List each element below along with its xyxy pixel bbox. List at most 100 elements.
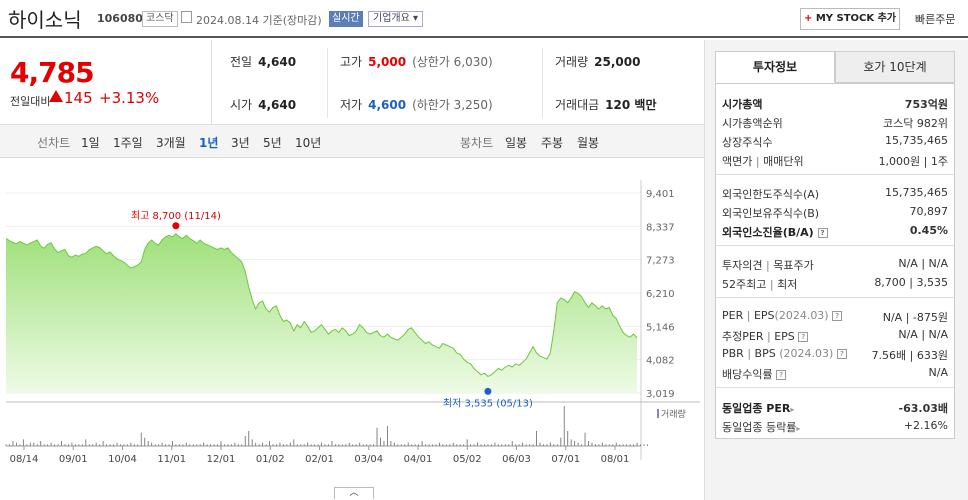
row-pbr-bps: PBR | BPS (2024.03) ? 7.56배 | 633원 <box>722 347 948 362</box>
realtime-badge[interactable]: 실시간 <box>329 11 363 27</box>
volume-bar <box>473 444 475 446</box>
volume-bar <box>168 444 170 446</box>
tab-1d[interactable]: 1일 <box>81 136 100 150</box>
x-tick-label: 08/01 <box>601 454 630 465</box>
volume-bar <box>529 444 531 446</box>
tab-weekly[interactable]: 주봉 <box>541 136 564 150</box>
volume-bar <box>265 444 267 446</box>
tab-daily[interactable]: 일봉 <box>505 136 528 150</box>
row-opinion: 투자의견 | 목표주가 N/A | N/A <box>722 257 948 272</box>
volume-bar <box>480 444 482 446</box>
tab-invest-info[interactable]: 투자정보 <box>715 51 835 83</box>
add-my-stock-button[interactable]: + MY STOCK 추가 <box>800 8 900 30</box>
volume-bar <box>355 444 357 446</box>
stock-name: 하이소닉 <box>8 8 82 32</box>
volume-bar <box>515 444 517 446</box>
volume-bar <box>459 444 461 446</box>
volume-bar <box>432 444 433 446</box>
help-icon[interactable]: ? <box>798 332 809 342</box>
y-tick-label: 6,210 <box>646 289 675 300</box>
help-icon[interactable]: ? <box>817 228 828 238</box>
price-chart[interactable]: 9,401 8,337 7,273 6,210 5,146 4,082 3,019 최고 8,… <box>0 180 704 500</box>
x-tick-label: 08/14 <box>10 454 39 465</box>
divider <box>542 48 543 118</box>
high-point-marker <box>172 222 180 230</box>
current-price: 4,785 <box>10 56 95 89</box>
volume-bar <box>494 442 496 446</box>
volume-bar <box>504 444 506 446</box>
volume-bar <box>296 444 298 446</box>
tab-orderbook[interactable]: 호가 10단계 <box>835 51 955 83</box>
help-icon[interactable]: ? <box>832 311 843 321</box>
volume-bar <box>92 444 94 446</box>
quick-order-button[interactable]: 빠른주문 <box>915 13 956 26</box>
row-52week: 52주최고 | 최저 8,700 | 3,535 <box>722 276 948 291</box>
y-tick-label: 7,273 <box>646 256 675 267</box>
volume-bar <box>286 444 288 446</box>
y-tick-label: 3,019 <box>646 389 675 400</box>
volume-bar <box>29 442 31 446</box>
row-foreign-limit: 외국인한도주식수(A) 15,735,465 <box>722 186 948 201</box>
collapse-chart-button[interactable]: ︿ <box>334 487 374 499</box>
stat-amount: 거래대금 120 백만 <box>555 98 657 112</box>
volume-bar <box>130 442 132 446</box>
volume-bar <box>317 444 319 446</box>
volume-bar <box>376 427 378 446</box>
x-tick-label: 03/04 <box>354 454 383 465</box>
volume-bar <box>303 444 305 446</box>
volume-bar <box>140 432 142 446</box>
volume-bar <box>438 442 440 446</box>
x-tick-label: 09/01 <box>59 454 88 465</box>
row-foreign-hold: 외국인보유주식수(B) 70,897 <box>722 205 948 220</box>
tab-1y[interactable]: 1년 <box>199 136 219 150</box>
line-chart-label: 선차트 <box>37 136 71 150</box>
volume-bar <box>331 441 333 446</box>
volume-bar <box>109 444 111 446</box>
volume-bar <box>612 444 614 446</box>
price-box: 4,785 전일대비 145 +3.13% <box>0 40 212 124</box>
volume-bar <box>161 442 163 446</box>
volume-bar <box>466 439 468 446</box>
tab-5y[interactable]: 5년 <box>263 136 282 150</box>
row-mcap-rank: 시가총액순위 코스닥 982위 <box>722 117 948 130</box>
volume-bar <box>615 442 617 446</box>
volume-bar <box>217 444 218 446</box>
volume-bar <box>237 444 239 446</box>
volume-bar <box>553 444 555 446</box>
volume-bar <box>206 444 208 446</box>
low-point-marker <box>484 387 492 395</box>
volume-bar <box>584 432 586 446</box>
help-icon[interactable]: ? <box>776 370 787 380</box>
volume-bar <box>539 442 541 446</box>
tab-10y[interactable]: 10년 <box>295 136 322 150</box>
volume-bar <box>463 444 465 446</box>
volume-bar <box>556 444 558 446</box>
help-icon[interactable]: ? <box>836 349 847 359</box>
volume-bar <box>366 444 368 446</box>
volume-bar <box>334 444 336 446</box>
volume-bar <box>314 444 316 446</box>
volume-bar <box>601 442 603 446</box>
price-change: 145 <box>64 89 93 107</box>
tab-3y[interactable]: 3년 <box>231 136 250 150</box>
volume-bar <box>64 444 66 446</box>
volume-bar <box>203 442 205 446</box>
volume-bar <box>307 442 309 446</box>
tab-monthly[interactable]: 월봉 <box>577 136 600 150</box>
volume-bar <box>508 444 510 446</box>
volume-bar <box>71 442 73 446</box>
volume-bar <box>282 444 284 446</box>
company-overview-dropdown[interactable]: 기업개요 ▾ <box>368 11 423 27</box>
y-tick-label: 8,337 <box>646 222 675 233</box>
volume-bar <box>133 444 135 446</box>
volume-bar <box>262 442 264 446</box>
volume-bar <box>289 442 291 446</box>
tab-1w[interactable]: 1주일 <box>113 136 143 150</box>
volume-bar <box>393 442 395 446</box>
tab-3m[interactable]: 3개월 <box>156 136 186 150</box>
x-tick-label: 07/01 <box>551 454 580 465</box>
volume-bar <box>522 442 524 446</box>
volume-bar <box>328 444 329 446</box>
volume-bar <box>43 444 45 446</box>
volume-bar <box>400 444 402 446</box>
